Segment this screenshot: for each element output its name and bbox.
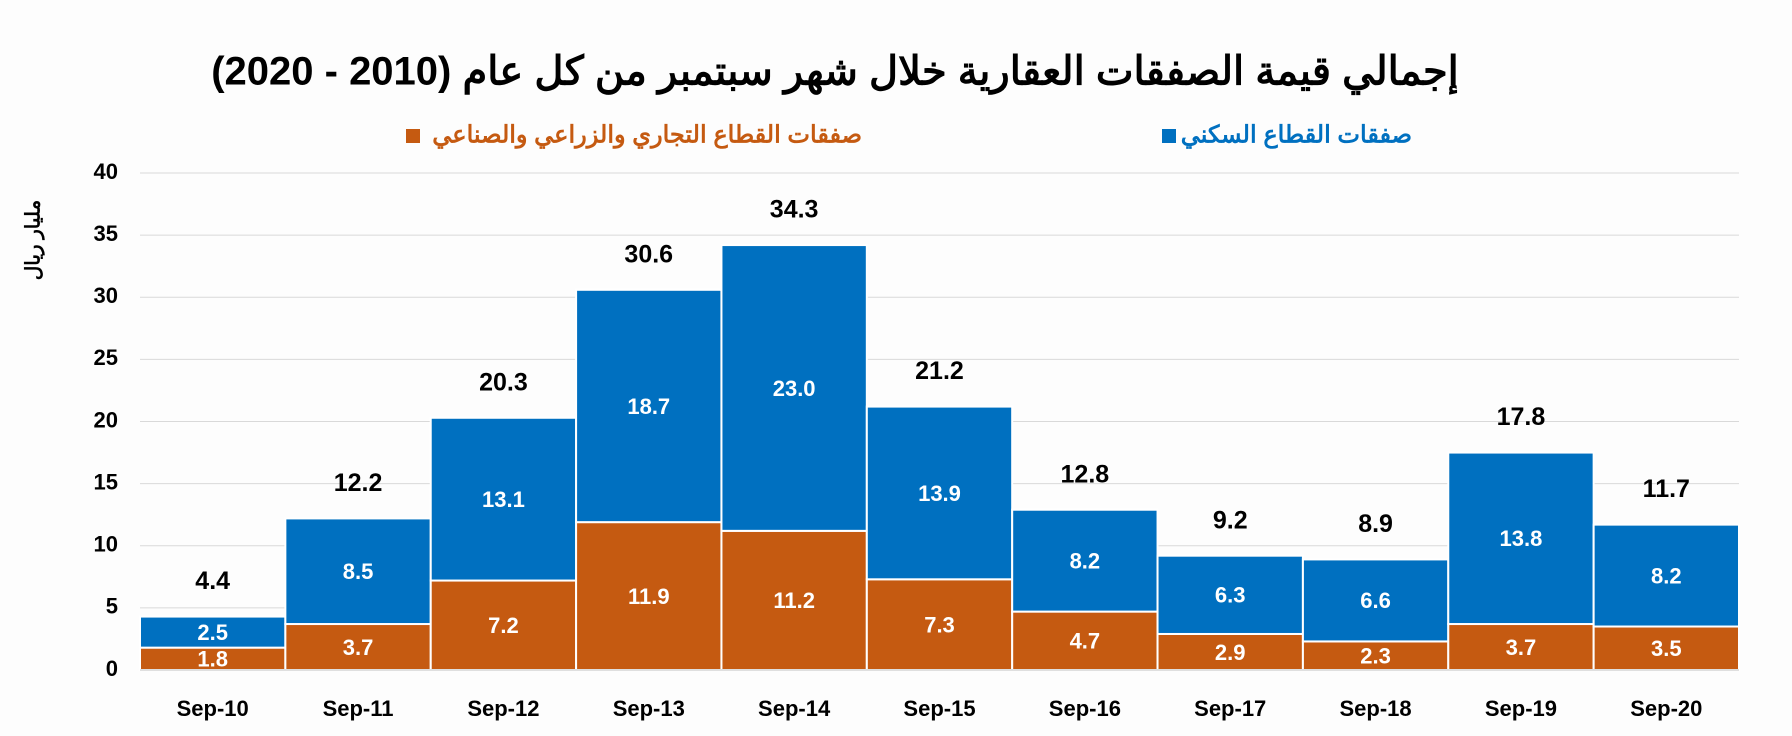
total-label: 9.2 (1213, 506, 1248, 534)
bar-segment (1447, 623, 1595, 672)
data-label: 6.6 (1360, 588, 1391, 613)
legend-label: صفقات القطاع السكني (1181, 121, 1412, 149)
legend-marker (1162, 129, 1176, 143)
x-tick-label: Sep-10 (177, 696, 249, 721)
data-label: 3.7 (1506, 635, 1537, 660)
total-label: 21.2 (915, 357, 964, 385)
bar-segment (1156, 632, 1304, 672)
data-label: 2.3 (1360, 644, 1391, 669)
x-tick-label: Sep-17 (1194, 696, 1266, 721)
data-label: 8.5 (343, 559, 374, 584)
total-label: 12.2 (334, 469, 383, 497)
y-tick-label: 30 (94, 283, 118, 308)
bar-segment (1592, 523, 1740, 628)
bar-segment (429, 416, 578, 582)
x-tick-label: Sep-12 (467, 696, 539, 721)
y-tick-label: 10 (94, 532, 118, 557)
x-tick-label: Sep-14 (758, 696, 831, 721)
chart-title: إجمالي قيمة الصفقات العقارية خلال شهر سب… (211, 50, 1459, 96)
x-tick-label: Sep-15 (903, 696, 975, 721)
data-label: 13.1 (482, 487, 525, 512)
total-label: 20.3 (479, 368, 528, 396)
bar-segment (139, 615, 287, 649)
x-tick-label: Sep-18 (1340, 696, 1412, 721)
data-label: 7.2 (488, 613, 519, 638)
legend-marker (406, 129, 420, 143)
total-label: 11.7 (1643, 475, 1690, 503)
y-tick-label: 40 (94, 159, 118, 184)
y-tick-label: 15 (94, 469, 118, 494)
total-label: 30.6 (624, 240, 673, 268)
bar-segment (1301, 558, 1450, 643)
data-label: 8.2 (1070, 548, 1101, 573)
x-tick-label: Sep-19 (1485, 696, 1557, 721)
bar-segment (865, 405, 1014, 581)
data-label: 11.9 (628, 584, 670, 609)
data-label: 4.7 (1070, 629, 1101, 654)
total-label: 17.8 (1497, 403, 1546, 431)
legend-label: صفقات القطاع التجاري والزراعي والصناعي (432, 121, 862, 149)
data-label: 6.3 (1215, 583, 1246, 608)
data-label: 2.9 (1215, 640, 1246, 665)
total-label: 8.9 (1358, 510, 1393, 538)
bar-segment (1011, 508, 1159, 613)
data-label: 3.7 (343, 635, 374, 660)
data-label: 1.8 (197, 647, 228, 672)
data-label: 13.9 (918, 481, 961, 506)
bar-segment (1447, 451, 1595, 626)
bar-segment (720, 244, 868, 532)
x-tick-label: Sep-16 (1049, 696, 1121, 721)
bar-segment (429, 579, 578, 671)
data-label: 11.2 (773, 588, 815, 613)
data-label: 23.0 (773, 376, 816, 401)
x-tick-label: Sep-13 (613, 696, 685, 721)
y-tick-label: 25 (94, 345, 118, 370)
data-label: 13.8 (1500, 526, 1543, 551)
bar-segment (1592, 625, 1740, 672)
y-tick-label: 20 (94, 407, 118, 432)
y-tick-label: 5 (106, 594, 118, 619)
y-tick-label: 35 (94, 221, 118, 246)
bar-segment (284, 517, 432, 626)
data-label: 7.3 (924, 612, 955, 637)
y-axis-label: مليار ريال (22, 200, 45, 281)
total-label: 34.3 (770, 196, 819, 224)
bar-segment (1011, 610, 1159, 671)
bar-segment (575, 288, 723, 524)
x-tick-label: Sep-11 (323, 696, 394, 721)
total-label: 4.4 (195, 567, 230, 595)
total-label: 12.8 (1061, 460, 1110, 488)
data-label: 3.5 (1651, 636, 1682, 661)
x-tick-label: Sep-20 (1630, 696, 1702, 721)
data-label: 18.7 (627, 394, 670, 419)
bar-segment (1156, 554, 1304, 635)
data-label: 8.2 (1651, 563, 1682, 588)
data-label: 2.5 (197, 620, 228, 645)
y-tick-label: 0 (106, 656, 118, 681)
bar-segment (720, 529, 868, 672)
